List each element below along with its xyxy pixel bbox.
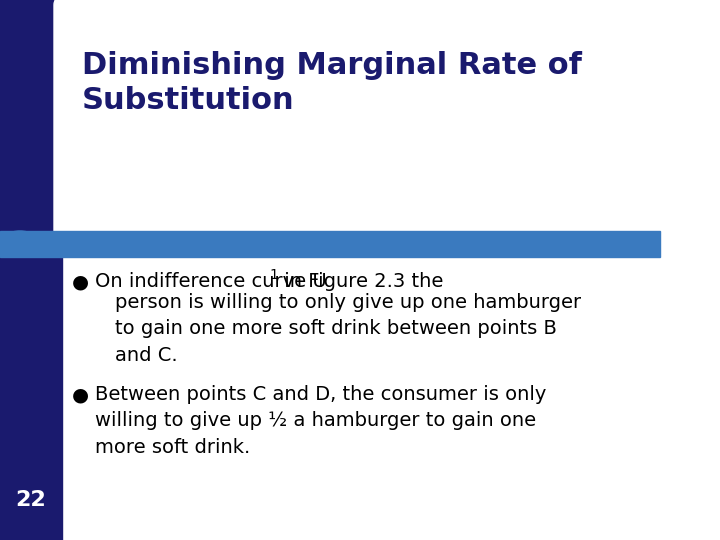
Text: Between points C and D, the consumer is only
willing to give up ½ a hamburger to: Between points C and D, the consumer is … <box>95 385 546 457</box>
Text: 1: 1 <box>270 268 279 282</box>
Ellipse shape <box>0 231 40 257</box>
Text: in Figure 2.3 the: in Figure 2.3 the <box>278 272 444 291</box>
Text: person is willing to only give up one hamburger
to gain one more soft drink betw: person is willing to only give up one ha… <box>115 293 581 365</box>
Text: On indifference curve U: On indifference curve U <box>95 272 327 291</box>
FancyBboxPatch shape <box>54 0 715 248</box>
Text: Diminishing Marginal Rate of: Diminishing Marginal Rate of <box>82 51 582 80</box>
Bar <box>0 231 660 257</box>
Text: 22: 22 <box>16 490 46 510</box>
Text: ●: ● <box>72 272 89 291</box>
Bar <box>0 0 62 540</box>
Text: ●: ● <box>72 385 89 404</box>
Text: Substitution: Substitution <box>82 86 294 115</box>
Bar <box>0 0 265 150</box>
